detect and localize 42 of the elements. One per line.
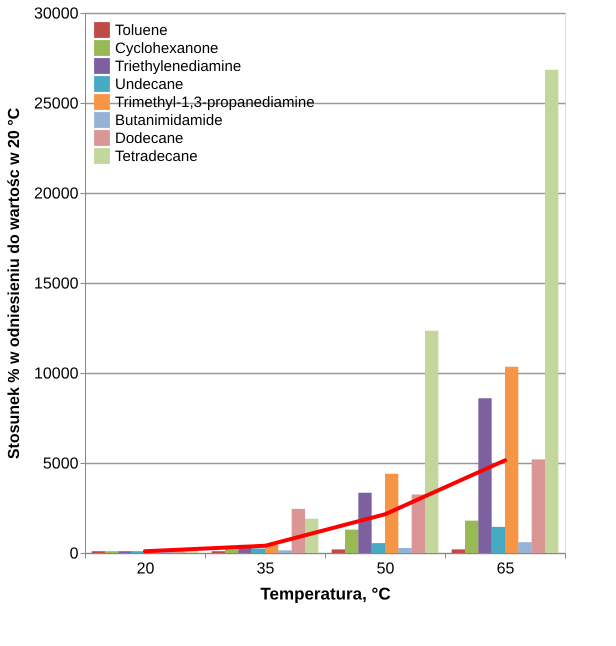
y-tick-label: 30000 <box>34 6 79 22</box>
x-tick-label: 35 <box>256 560 274 578</box>
bar <box>332 549 345 553</box>
bar <box>225 549 238 553</box>
x-axis-title: Temperatura, °C <box>260 584 391 604</box>
legend-label: Butanimidamide <box>115 112 223 129</box>
bar <box>492 526 505 553</box>
y-axis-title: Stosunek % w odniesieniu do wartośc w 20 °C <box>6 107 24 460</box>
line-series <box>143 458 507 554</box>
bar <box>518 542 532 553</box>
bar <box>412 494 425 553</box>
x-tick-label: 65 <box>496 560 514 578</box>
bar <box>398 548 412 553</box>
bar <box>425 330 438 553</box>
y-tick-label: 0 <box>70 546 79 562</box>
bar <box>372 543 385 553</box>
bar <box>358 492 372 553</box>
x-tick-label: 20 <box>136 560 154 578</box>
y-tick-label: 15000 <box>34 276 79 292</box>
bar <box>532 459 545 553</box>
bar <box>478 398 492 553</box>
bar <box>292 508 305 553</box>
y-tick-label: 20000 <box>34 186 79 202</box>
legend-label: Tetradecane <box>115 148 198 165</box>
bar <box>252 548 265 553</box>
legend-label: Toluene <box>115 22 168 39</box>
y-tick-label: 25000 <box>34 96 79 112</box>
legend-label: Cyclohexanone <box>115 40 218 57</box>
bar <box>385 474 398 553</box>
bar <box>278 550 292 553</box>
legend-label: Trimethyl-1,3-propanediamine <box>115 94 315 111</box>
y-tick-label: 10000 <box>34 366 79 382</box>
legend-label: Undecane <box>115 76 184 93</box>
bar <box>452 549 465 553</box>
bar <box>345 530 358 553</box>
bar <box>545 70 558 553</box>
legend-label: Triethylenediamine <box>115 58 242 75</box>
y-tick-label: 5000 <box>42 456 79 472</box>
bar <box>465 520 478 553</box>
bar <box>505 366 518 553</box>
x-tick-label: 50 <box>376 560 394 578</box>
legend-label: Dodecane <box>115 130 184 147</box>
